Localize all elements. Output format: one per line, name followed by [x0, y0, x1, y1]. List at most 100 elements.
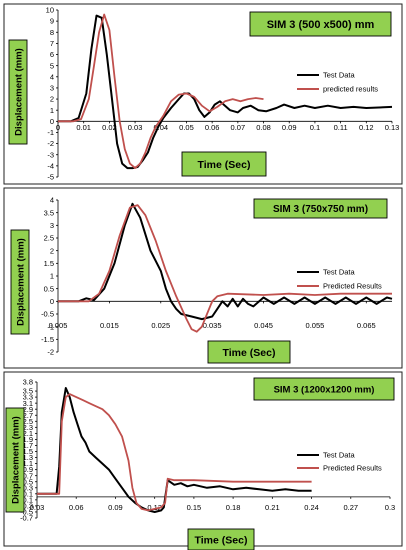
chart-title: SIM 3 (500 x500) mm [267, 19, 375, 31]
legend-label: Test Data [323, 268, 356, 277]
legend-label: Test Data [323, 451, 356, 460]
y-tick-label: 0.1 [23, 489, 33, 498]
x-tick-label: 0.09 [108, 503, 123, 512]
y-tick-label: 9 [50, 17, 54, 26]
y-tick-label: 2.1 [23, 429, 33, 438]
y-tick-label: 3.1 [23, 399, 33, 408]
chart-title: SIM 3 (1200x1200 mm) [274, 384, 375, 395]
y-tick-label: 1.7 [23, 441, 33, 450]
y-tick-label: 2.9 [23, 405, 33, 414]
y-tick-label: -3 [47, 150, 54, 159]
x-tick-label: 0.025 [151, 321, 170, 330]
x-tick-label: 0.15 [187, 503, 202, 512]
y-tick-label: -4 [47, 161, 54, 170]
y-tick-label: -0.5 [41, 310, 54, 319]
y-label-badge [8, 39, 28, 145]
x-tick-label: 0.03 [128, 123, 143, 132]
x-tick-label: 0.035 [203, 321, 222, 330]
y-tick-label: -2 [47, 348, 54, 357]
y-tick-label: 2.3 [23, 423, 33, 432]
y-tick-label: 1 [50, 106, 54, 115]
y-tick-label: 0.5 [44, 284, 54, 293]
y-tick-label: 6 [50, 50, 54, 59]
y-tick-label: 8 [50, 28, 54, 37]
legend: Test Data predicted results [297, 71, 378, 94]
x-tick-label: 0.04 [153, 123, 168, 132]
legend-label: Predicted Results [323, 464, 382, 473]
y-tick-label: -0.3 [20, 502, 33, 511]
y-tick-label: 3.8 [23, 378, 33, 387]
y-tick-label: 3.5 [44, 208, 54, 217]
y-tick-label: 0 [50, 117, 54, 126]
y-tick-label: 0.3 [23, 483, 33, 492]
x-label-badge [187, 528, 255, 550]
series-line-test-data [58, 202, 393, 321]
y-tick-label: 2.5 [44, 234, 54, 243]
y-tick-label: -0.5 [20, 508, 33, 517]
y-tick-label: 0.9 [23, 465, 33, 474]
y-tick-label: 2 [50, 246, 54, 255]
x-tick-label: 0.05 [179, 123, 194, 132]
series-line-predicted [58, 13, 264, 169]
title-badge [253, 377, 395, 401]
y-tick-label: 3.5 [23, 387, 33, 396]
x-tick-label: 0.07 [231, 123, 246, 132]
x-tick-label: 0.09 [282, 123, 297, 132]
y-axis-label: Displacement (mm) [11, 416, 22, 504]
legend: Test Data Predicted Results [297, 268, 382, 291]
y-axis-label: Displacement (mm) [16, 238, 27, 326]
x-axis-label: Time (Sec) [195, 534, 248, 546]
title-badge [249, 11, 392, 37]
y-axis-label-group: Displacement (mm) [8, 39, 28, 145]
x-tick-label: 0.06 [205, 123, 220, 132]
y-axis-label-group: Displacement (mm) [10, 229, 30, 335]
y-axis-label: Displacement (mm) [14, 48, 25, 136]
y-tick-label: 10 [46, 6, 54, 15]
y-axis-label-group: Displacement (mm) [5, 407, 25, 513]
y-tick-label: 1 [50, 272, 54, 281]
x-tick-label: 0.08 [256, 123, 271, 132]
y-tick-label: 2.5 [23, 417, 33, 426]
x-tick-label: 0.24 [304, 503, 319, 512]
x-tick-label: 0.015 [100, 321, 119, 330]
x-tick-label: 0.12 [359, 123, 374, 132]
y-tick-label: 1.5 [44, 259, 54, 268]
x-tick-label: 0.01 [76, 123, 91, 132]
x-tick-label: 0.13 [385, 123, 400, 132]
legend: Test Data Predicted Results [297, 451, 382, 473]
y-tick-label: 1.9 [23, 435, 33, 444]
x-tick-label: 0.3 [385, 503, 395, 512]
x-tick-label: 0.03 [30, 503, 45, 512]
y-tick-label: -5 [47, 173, 54, 182]
y-label-badge [5, 407, 25, 513]
y-tick-label: 2.7 [23, 411, 33, 420]
x-tick-label: 0.005 [49, 321, 68, 330]
y-tick-label: -1 [47, 322, 54, 331]
y-tick-label: 4 [50, 72, 54, 81]
chart-panel-2: -2 -1.5 -1 -0.5 0 0.5 1 1.5 2 2.5 3 3.5 4 0.005 0.015 0… [3, 187, 403, 369]
y-tick-label: 1.5 [23, 447, 33, 456]
series-line-predicted [37, 393, 312, 512]
y-tick-label: 5 [50, 61, 54, 70]
legend-label: predicted results [323, 85, 378, 94]
x-tick-label: 0.02 [102, 123, 117, 132]
x-label-badge [207, 340, 291, 364]
y-tick-label: 3 [50, 84, 54, 93]
title-badge [253, 198, 388, 219]
y-tick-label: 2 [50, 95, 54, 104]
y-tick-label: 4 [50, 196, 54, 205]
series-line-test-data [37, 387, 312, 513]
x-axis-label: Time (Sec) [223, 347, 276, 359]
y-tick-label: 1.1 [23, 459, 33, 468]
y-tick-label: -0.7 [20, 514, 33, 523]
chart-panel-3: -0.7-0.5-0.3-0.10.10.30.50.70.91.11.31.5… [3, 371, 403, 550]
y-tick-label: -2 [47, 139, 54, 148]
x-axis-label: Time (Sec) [198, 159, 251, 171]
x-tick-label: 0.11 [334, 123, 348, 132]
x-label-badge [181, 151, 267, 177]
x-tick-label: 0.12 [147, 503, 162, 512]
x-tick-label: 0.1 [310, 123, 320, 132]
y-tick-label: -1.5 [41, 335, 54, 344]
